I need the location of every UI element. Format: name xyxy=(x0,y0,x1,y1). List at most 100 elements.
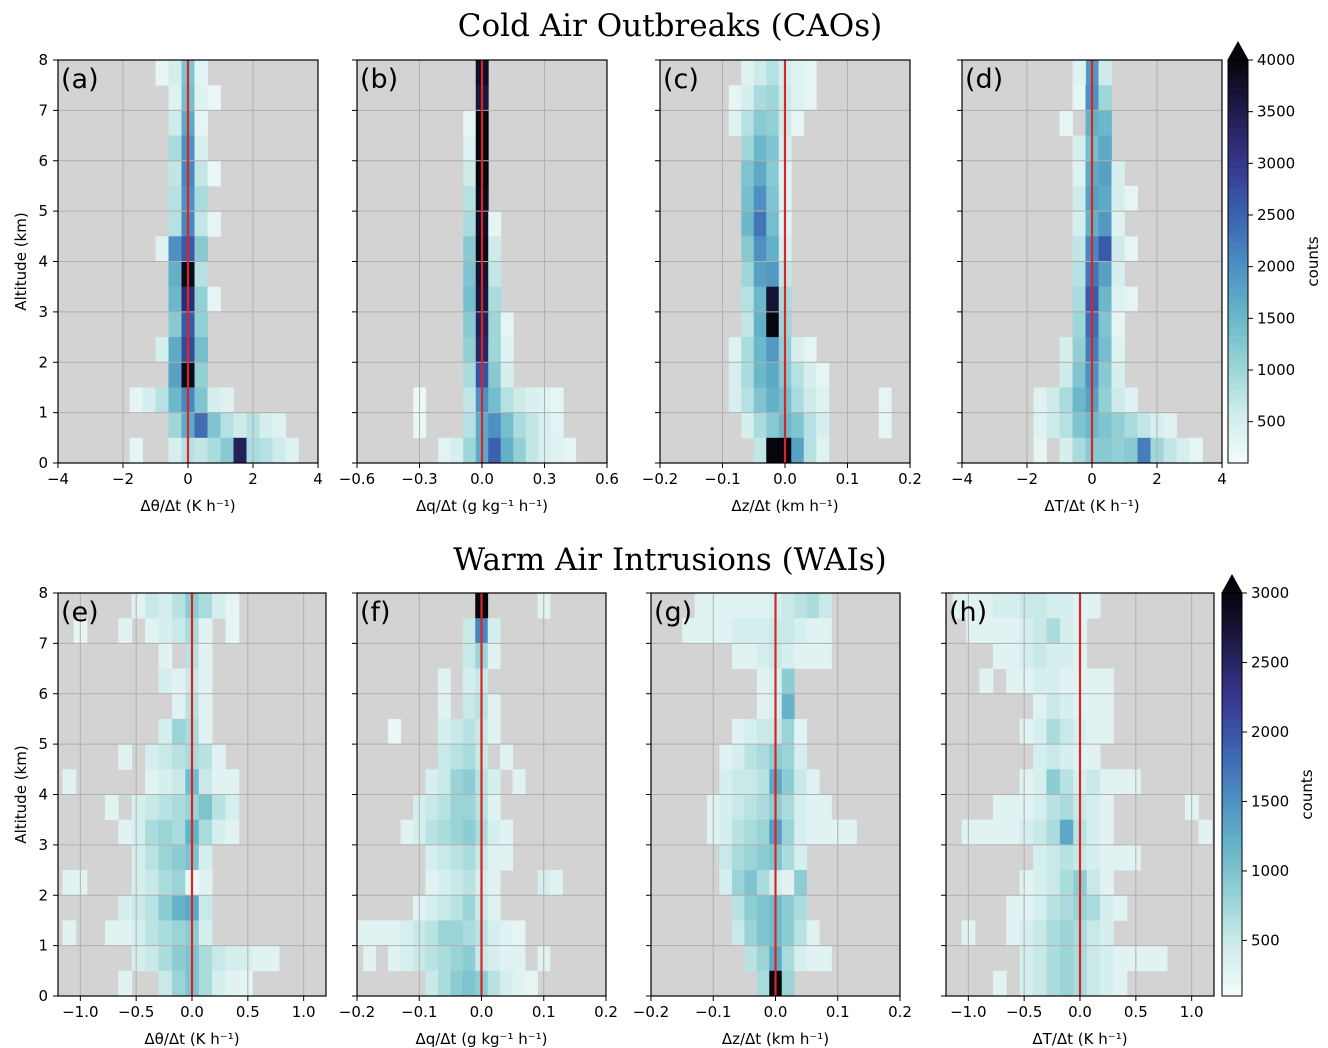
heatmap-cell xyxy=(719,618,733,644)
heatmap-cell xyxy=(766,362,780,388)
heatmap-cell xyxy=(198,794,213,821)
heatmap-cell xyxy=(437,794,451,821)
heatmap-cell xyxy=(425,895,439,921)
heatmap-cell xyxy=(198,870,213,896)
heatmap-cell xyxy=(463,311,477,338)
y-tick-label: 2 xyxy=(38,886,48,904)
heatmap-cell xyxy=(1098,412,1112,439)
colorbar-tick-label: 3500 xyxy=(1257,103,1295,121)
heatmap-cell xyxy=(550,437,564,463)
y-tick-label: 4 xyxy=(38,786,48,804)
panel-e: −1.0 −0.5 0.0 0.5 1.0 0 1 2 3 4 5 6 7 8 Δθ/Δt (K h⁻¹) A… xyxy=(12,584,327,1048)
heatmap-cell xyxy=(1006,895,1021,921)
heatmap-cell xyxy=(966,819,980,846)
colorbar-segment xyxy=(1222,754,1242,762)
heatmap-cell xyxy=(794,744,808,770)
heatmap-cell xyxy=(1111,160,1125,187)
heatmap-cell xyxy=(233,412,247,439)
heatmap-cell xyxy=(1006,794,1021,821)
heatmap-cell xyxy=(194,311,208,338)
heatmap-cell xyxy=(487,895,501,921)
heatmap-cell xyxy=(487,819,501,846)
colorbar-segment xyxy=(1222,734,1242,742)
colorbar-segment xyxy=(1222,915,1242,923)
heatmap-cell xyxy=(194,135,208,162)
colorbar-extend-arrow xyxy=(1227,40,1249,61)
heatmap-cell xyxy=(512,769,526,795)
heatmap-cell xyxy=(731,718,745,745)
heatmap-cell xyxy=(131,920,146,947)
heatmap-cell xyxy=(212,819,226,846)
heatmap-cell xyxy=(437,718,451,745)
heatmap-cell xyxy=(816,362,830,388)
heatmap-cell xyxy=(741,185,755,212)
heatmap-cell xyxy=(131,870,146,896)
heatmap-cell xyxy=(766,387,780,414)
heatmap-cell xyxy=(1019,945,1034,972)
heatmap-cell xyxy=(1113,895,1128,921)
heatmap-cell xyxy=(1086,718,1101,745)
heatmap-cell xyxy=(766,286,780,313)
heatmap-cell xyxy=(753,437,767,463)
heatmap-cell xyxy=(781,618,795,644)
heatmap-cell xyxy=(462,718,476,745)
heatmap-cell xyxy=(781,718,795,745)
heatmap-cell xyxy=(1019,819,1034,846)
heatmap-cell xyxy=(816,412,830,439)
heatmap-cell xyxy=(1098,85,1112,111)
heatmap-cell xyxy=(794,945,808,972)
heatmap-cell xyxy=(794,844,808,871)
x-tick-label: −4 xyxy=(47,470,69,488)
colorbar-segment xyxy=(1228,254,1248,263)
y-tick-label: 7 xyxy=(38,101,48,119)
colorbar-segment xyxy=(1222,640,1242,648)
colorbar-segment xyxy=(1228,201,1248,209)
heatmap-cell xyxy=(1033,819,1047,846)
colorbar-segment xyxy=(1228,241,1248,249)
x-axis-label: ΔT/Δt (K h⁻¹) xyxy=(1044,497,1139,515)
heatmap-cell xyxy=(756,769,770,795)
heatmap-cell xyxy=(781,668,795,695)
heatmap-cell xyxy=(272,437,286,463)
heatmap-cell xyxy=(168,85,182,111)
heatmap-cell xyxy=(171,920,186,947)
heatmap-cell xyxy=(194,60,208,86)
heatmap-cell xyxy=(400,819,414,846)
heatmap-cell xyxy=(525,412,539,439)
heatmap-cell xyxy=(1046,970,1061,996)
x-tick-label: 0 xyxy=(1087,470,1097,488)
colorbar-segment xyxy=(1222,982,1242,990)
x-tick-label: −0.5 xyxy=(1006,1003,1042,1021)
heatmap-cell xyxy=(118,920,133,947)
heatmap-cell xyxy=(1111,437,1125,463)
colorbar-segment xyxy=(1222,828,1242,836)
heatmap-cell xyxy=(487,794,501,821)
heatmap-cell xyxy=(1111,311,1125,338)
heatmap-cell xyxy=(220,387,234,414)
colorbar-segment xyxy=(1228,147,1248,155)
heatmap-cell xyxy=(753,110,767,136)
heatmap-cell xyxy=(437,693,451,720)
colorbar-segment xyxy=(1222,955,1242,964)
heatmap-cell xyxy=(979,618,994,644)
heatmap-cell xyxy=(145,844,159,871)
heatmap-cell xyxy=(145,769,159,795)
heatmap-cell xyxy=(225,819,240,846)
colorbar-segment xyxy=(1228,449,1248,457)
colorbar-segment xyxy=(1228,187,1248,195)
heatmap-cell xyxy=(1100,769,1114,795)
colorbar-segment xyxy=(1222,760,1242,769)
heatmap-cell xyxy=(1059,895,1074,921)
heatmap-cell xyxy=(463,286,477,313)
heatmap-cell xyxy=(1113,844,1128,871)
heatmap-cell xyxy=(450,819,464,846)
colorbar-segment xyxy=(1228,315,1248,323)
heatmap-cell xyxy=(550,387,564,414)
heatmap-cell xyxy=(806,819,820,846)
heatmap-cell xyxy=(1163,412,1177,439)
panel-label: (g) xyxy=(654,597,692,628)
colorbar-segment xyxy=(1228,409,1248,417)
heatmap-cell xyxy=(766,85,780,111)
heatmap-cell xyxy=(463,412,477,439)
